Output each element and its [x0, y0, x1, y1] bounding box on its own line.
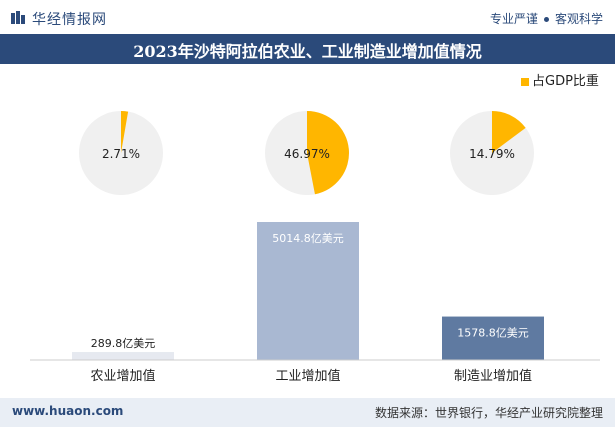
footer: www.huaon.com 数据来源：世界银行，华经产业研究院整理	[0, 398, 615, 427]
bar-value-label: 5014.8亿美元	[272, 232, 344, 245]
legend: 占GDP比重	[521, 70, 599, 89]
pie-value-label: 46.97%	[284, 147, 330, 161]
bar	[72, 352, 174, 360]
slogan-left: 专业严谨	[489, 12, 538, 26]
slogan-right: 客观科学	[554, 12, 603, 26]
x-tick-label: 农业增加值	[90, 368, 155, 384]
slogan: 专业严谨 客观科学	[490, 10, 603, 27]
brand-name: 华经情报网	[32, 12, 107, 28]
x-tick-label: 工业增加值	[275, 368, 340, 384]
pie-value-label: 14.79%	[469, 147, 515, 161]
data-source: 数据来源：世界银行，华经产业研究院整理	[374, 406, 603, 420]
logo-icon	[11, 11, 25, 24]
bar-value-label: 1578.8亿美元	[457, 327, 529, 340]
bar	[257, 222, 359, 360]
legend-swatch-icon	[521, 77, 529, 86]
pie-value-label: 2.71%	[102, 147, 140, 161]
chart-area: 2.71% 46.97% 14.79% 289.8亿美元 5014.8亿美元 1578.8…	[30, 111, 600, 384]
pie-share-slice	[492, 111, 526, 153]
slogan-dot-icon	[543, 17, 549, 22]
top-header: 华经情报网 专业严谨 客观科学	[0, 0, 615, 34]
pie-share-slice	[121, 111, 129, 153]
chart-title: 2023年沙特阿拉伯农业、工业制造业增加值情况	[133, 42, 482, 61]
title-bar: 2023年沙特阿拉伯农业、工业制造业增加值情况	[0, 34, 615, 64]
pie-share-slice	[307, 111, 349, 195]
legend-label: 占GDP比重	[532, 74, 599, 89]
footer-url: www.huaon.com	[12, 404, 124, 418]
x-tick-label: 制造业增加值	[454, 368, 532, 384]
bar	[442, 316, 544, 360]
bar-value-label: 289.8亿美元	[91, 337, 156, 350]
